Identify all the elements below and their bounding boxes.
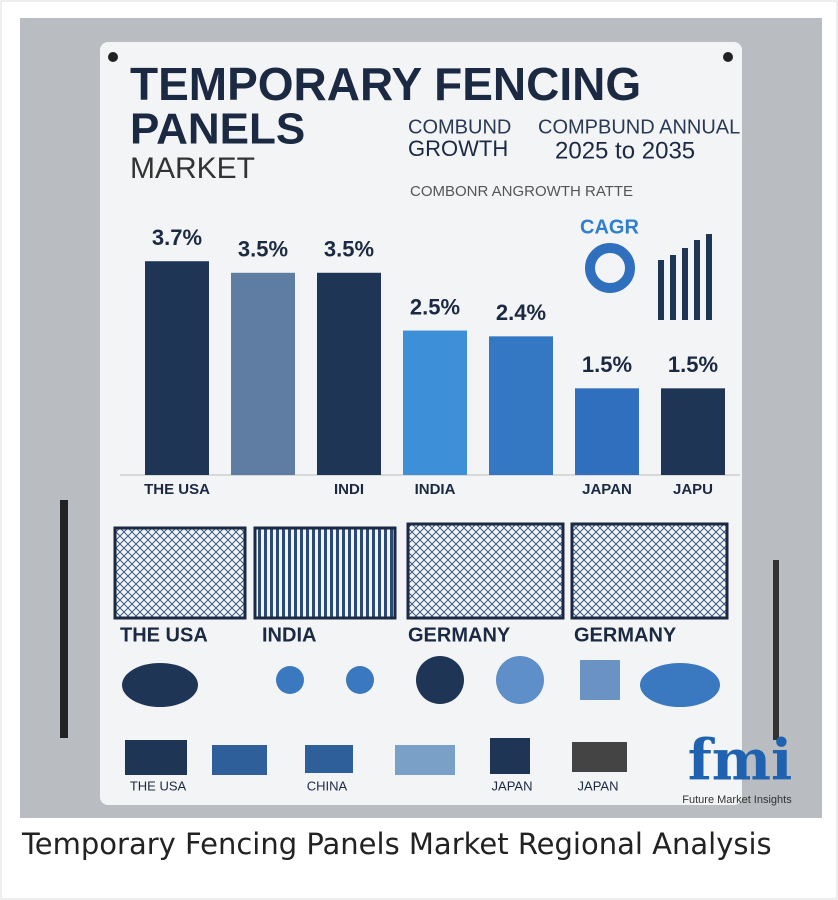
x-tick-label: THE USA bbox=[144, 481, 210, 498]
bar bbox=[317, 273, 381, 475]
title: PANELS bbox=[130, 105, 305, 154]
subtitle: COMBONR ANGROWTH RATTE bbox=[410, 183, 633, 200]
bar bbox=[661, 388, 725, 475]
logo: fmi bbox=[688, 728, 793, 794]
bottom-label: CHINA bbox=[307, 778, 348, 793]
bottom-label: JAPAN bbox=[492, 778, 533, 793]
bar bbox=[145, 261, 209, 475]
region-label: GERMANY bbox=[574, 624, 677, 646]
region-label: GERMANY bbox=[408, 624, 511, 646]
logo-subtitle: Future Market Insights bbox=[682, 794, 792, 806]
value-label: 1.5% bbox=[668, 352, 718, 377]
side-text: COMPBUND ANNUAL bbox=[538, 116, 740, 138]
side-text: GROWTH bbox=[408, 136, 508, 161]
bar bbox=[575, 388, 639, 475]
bottom-label: THE USA bbox=[130, 778, 187, 793]
bottom-label: JAPAN bbox=[578, 778, 619, 793]
x-tick-label: JAPU bbox=[673, 481, 713, 498]
region-label: INDIA bbox=[262, 624, 316, 646]
pin bbox=[108, 52, 118, 62]
value-label: 3.5% bbox=[238, 237, 288, 262]
page: TEMPORARY FENCING PANELS MARKET COMBUND … bbox=[0, 0, 838, 900]
value-label: 2.5% bbox=[410, 294, 460, 319]
x-tick-label: INDIA bbox=[415, 481, 456, 498]
bar bbox=[231, 273, 295, 475]
cagr-label: CAGR bbox=[580, 216, 639, 238]
side-text: 2025 to 2035 bbox=[555, 137, 695, 164]
value-label: 2.4% bbox=[496, 300, 546, 325]
region-label: THE USA bbox=[120, 624, 208, 646]
title: TEMPORARY FENCING bbox=[130, 58, 641, 110]
caption: Temporary Fencing Panels Market Regional… bbox=[21, 827, 772, 861]
bar bbox=[489, 336, 553, 475]
pin bbox=[723, 52, 733, 62]
value-label: 3.5% bbox=[324, 237, 374, 262]
bar bbox=[403, 331, 467, 475]
fence-illustrations bbox=[115, 524, 727, 618]
x-tick-label: JAPAN bbox=[582, 481, 632, 498]
title: MARKET bbox=[130, 152, 255, 185]
pen bbox=[773, 560, 779, 740]
value-label: 3.7% bbox=[152, 225, 202, 250]
x-tick-label: INDI bbox=[334, 481, 364, 498]
value-label: 1.5% bbox=[582, 352, 632, 377]
pen bbox=[60, 500, 68, 738]
